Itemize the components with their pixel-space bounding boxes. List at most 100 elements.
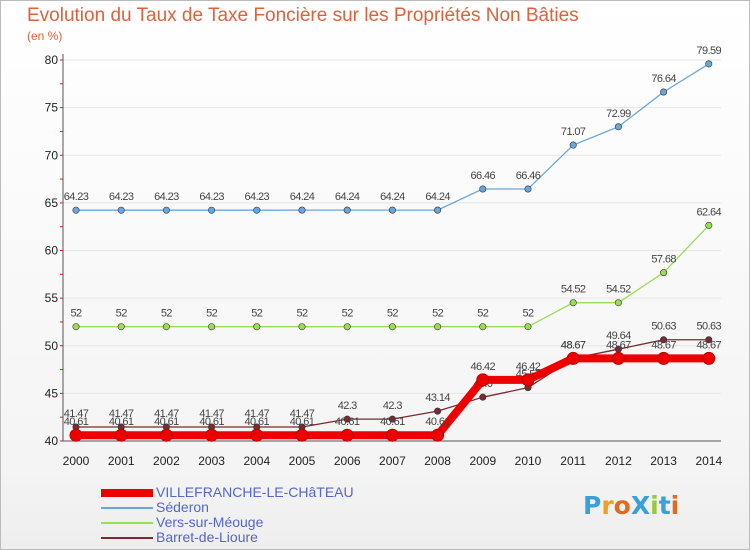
data-label: 62.64 <box>697 206 722 218</box>
data-label: 42.3 <box>383 400 402 412</box>
data-label: 41.47 <box>245 408 270 420</box>
data-label: 42.3 <box>338 400 357 412</box>
data-point <box>388 415 396 423</box>
data-point <box>434 407 442 415</box>
data-point <box>69 428 83 442</box>
proxiti-logo: ProXiti <box>583 491 679 520</box>
x-tick-label: 2010 <box>515 454 542 468</box>
data-label: 64.24 <box>335 191 360 203</box>
data-point <box>208 206 216 214</box>
data-label: 64.24 <box>290 191 315 203</box>
data-point <box>434 323 442 331</box>
data-point <box>298 206 306 214</box>
data-point <box>162 206 170 214</box>
data-point <box>705 336 713 344</box>
logo-letter: i <box>650 491 659 520</box>
data-point <box>388 206 396 214</box>
x-tick-label: 2002 <box>153 454 180 468</box>
data-point <box>524 185 532 193</box>
data-label: 43.14 <box>425 392 450 404</box>
legend: VILLEFRANCHE-LE-CHâTEAU Séderon Vers-sur-M… <box>101 485 354 545</box>
data-label: 52 <box>206 308 218 320</box>
data-label: 50.63 <box>697 321 722 333</box>
legend-label: Vers-sur-Méouge <box>156 514 264 530</box>
x-tick-label: 2013 <box>650 454 677 468</box>
data-label: 48.67 <box>606 339 631 351</box>
data-label: 41.47 <box>154 408 179 420</box>
data-label: 54.52 <box>561 284 586 296</box>
data-point <box>660 336 668 344</box>
legend-label: Barret-de-Lioure <box>156 529 258 545</box>
data-point <box>250 428 264 442</box>
data-label: 40.61 <box>290 416 315 428</box>
logo-letter: P <box>583 491 602 520</box>
legend-item: Barret-de-Lioure <box>101 530 354 545</box>
data-label: 64.24 <box>425 191 450 203</box>
legend-swatch <box>101 521 153 524</box>
data-label: 41.47 <box>199 408 224 420</box>
data-point <box>566 351 580 365</box>
chart-title: Evolution du Taux de Taxe Foncière sur l… <box>27 5 579 26</box>
y-tick-label: 55 <box>45 291 59 305</box>
data-label: 48.67 <box>561 339 586 351</box>
data-label: 50.63 <box>651 321 676 333</box>
y-tick-label: 65 <box>45 196 59 210</box>
data-label: 41.47 <box>64 408 89 420</box>
data-point <box>657 351 671 365</box>
data-label: 52 <box>387 308 399 320</box>
data-point <box>388 323 396 331</box>
data-label: 52 <box>70 308 82 320</box>
data-point <box>343 206 351 214</box>
data-point <box>702 351 716 365</box>
data-label: 52 <box>432 308 444 320</box>
legend-item: Séderon <box>101 500 354 515</box>
data-point <box>614 299 622 307</box>
y-tick-label: 60 <box>45 244 59 258</box>
data-label: 66.46 <box>516 170 541 182</box>
data-point <box>340 428 354 442</box>
data-label: 52 <box>116 308 128 320</box>
data-label: 41.47 <box>290 408 315 420</box>
data-label: 57.68 <box>651 254 676 266</box>
data-label: 52 <box>522 308 534 320</box>
data-label: 52 <box>296 308 308 320</box>
data-label: 64.23 <box>199 191 224 203</box>
data-point <box>660 269 668 277</box>
data-point <box>205 428 219 442</box>
legend-item: VILLEFRANCHE-LE-CHâTEAU <box>101 485 354 500</box>
legend-label: VILLEFRANCHE-LE-CHâTEAU <box>156 484 354 500</box>
data-point <box>253 323 261 331</box>
data-label: 66.46 <box>471 170 496 182</box>
data-point <box>72 206 80 214</box>
legend-swatch <box>101 488 153 497</box>
data-label: 76.64 <box>651 73 676 85</box>
data-point <box>569 299 577 307</box>
data-point <box>479 323 487 331</box>
data-label: 46.42 <box>471 361 496 373</box>
y-tick-label: 45 <box>45 386 59 400</box>
data-label: 46.42 <box>516 361 541 373</box>
x-tick-label: 2004 <box>243 454 270 468</box>
data-point <box>343 323 351 331</box>
data-label: 48.67 <box>651 339 676 351</box>
data-label: 40.61 <box>199 416 224 428</box>
y-tick-label: 75 <box>45 101 59 115</box>
data-point <box>114 428 128 442</box>
x-tick-label: 2012 <box>605 454 632 468</box>
logo-letter: t <box>658 491 671 520</box>
data-point <box>569 141 577 149</box>
series-line-1 <box>76 63 710 211</box>
logo-letter: o <box>613 491 631 520</box>
data-point <box>343 415 351 423</box>
data-point <box>660 88 668 96</box>
data-label: 40.61 <box>335 416 360 428</box>
x-tick-label: 2009 <box>469 454 496 468</box>
logo-letter: i <box>670 491 680 520</box>
x-tick-label: 2006 <box>334 454 361 468</box>
data-point <box>385 428 399 442</box>
y-tick-label: 80 <box>45 53 59 67</box>
data-label: 40.61 <box>425 416 450 428</box>
data-point <box>253 206 261 214</box>
chart-unit-label: (en %) <box>27 29 63 43</box>
data-label: 54.52 <box>606 284 631 296</box>
